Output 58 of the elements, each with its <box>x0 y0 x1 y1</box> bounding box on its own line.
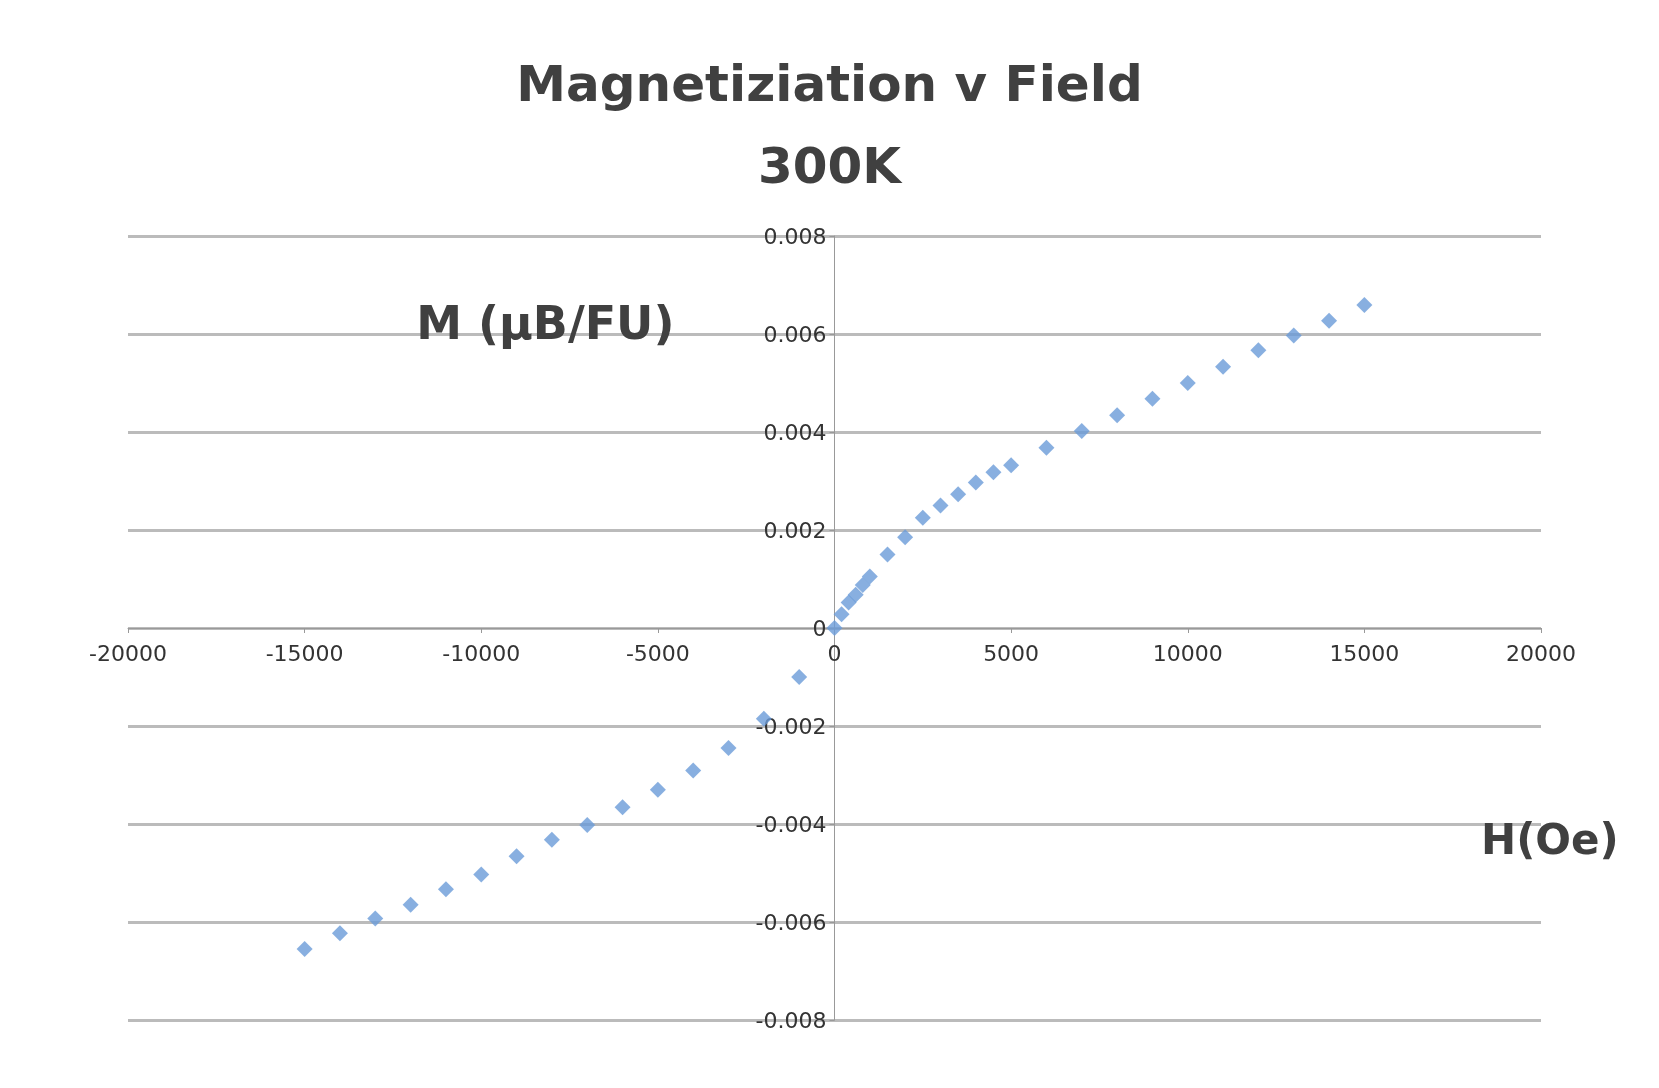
point <box>579 816 596 833</box>
point <box>402 896 419 913</box>
point <box>331 925 348 942</box>
y-tick-label: 0.002 <box>763 517 827 543</box>
y-tick-label: 0.008 <box>763 223 827 249</box>
point <box>508 848 525 865</box>
point <box>914 509 931 526</box>
x-tick-label: -15000 <box>265 640 344 666</box>
point <box>1215 358 1232 375</box>
x-tick-label: -20000 <box>89 640 167 666</box>
chart-title: Magnetiziation v Field 300K <box>516 55 1143 195</box>
point <box>791 669 808 685</box>
y-tick-label: -0.002 <box>755 713 827 739</box>
point <box>1038 439 1055 456</box>
point <box>1179 375 1196 391</box>
point <box>1250 342 1267 359</box>
point <box>879 546 896 563</box>
x-tick-label: 15000 <box>1329 640 1400 666</box>
point <box>847 586 864 603</box>
point <box>840 594 857 611</box>
x-axis-title: H(Oe) <box>1481 814 1619 864</box>
x-tick-label: -10000 <box>442 640 521 666</box>
point <box>437 881 454 898</box>
y-axis-title: M (μB/FU) <box>416 296 675 350</box>
point <box>833 606 850 623</box>
y-tick-label: 0.004 <box>763 419 827 445</box>
point <box>854 576 871 593</box>
point <box>720 740 737 757</box>
y-tick-label: -0.008 <box>755 1007 827 1033</box>
point <box>1109 407 1126 424</box>
x-tick-label: -5000 <box>625 640 690 666</box>
x-tick-label: 10000 <box>1152 640 1223 666</box>
x-tick-label: 5000 <box>983 640 1040 666</box>
point <box>649 781 666 798</box>
y-tick-label: -0.006 <box>755 909 827 935</box>
point <box>296 940 313 957</box>
point <box>985 464 1002 481</box>
point <box>543 831 560 848</box>
point <box>473 866 490 883</box>
y-tick-label: -0.004 <box>755 811 827 837</box>
point <box>614 799 631 816</box>
y-tick-label: 0.006 <box>763 321 827 347</box>
point <box>932 497 949 514</box>
point <box>1003 457 1020 474</box>
point <box>897 529 914 546</box>
point <box>685 762 702 779</box>
point <box>1356 297 1373 314</box>
x-tick-label: 20000 <box>1506 640 1576 666</box>
point <box>367 910 384 927</box>
point <box>1321 312 1338 329</box>
point <box>1144 390 1161 407</box>
y-tick-label: 0 <box>812 615 827 641</box>
point <box>826 620 843 636</box>
point <box>861 568 878 585</box>
point <box>967 474 984 491</box>
point <box>1285 327 1302 344</box>
point <box>950 486 967 503</box>
point <box>1073 423 1090 440</box>
